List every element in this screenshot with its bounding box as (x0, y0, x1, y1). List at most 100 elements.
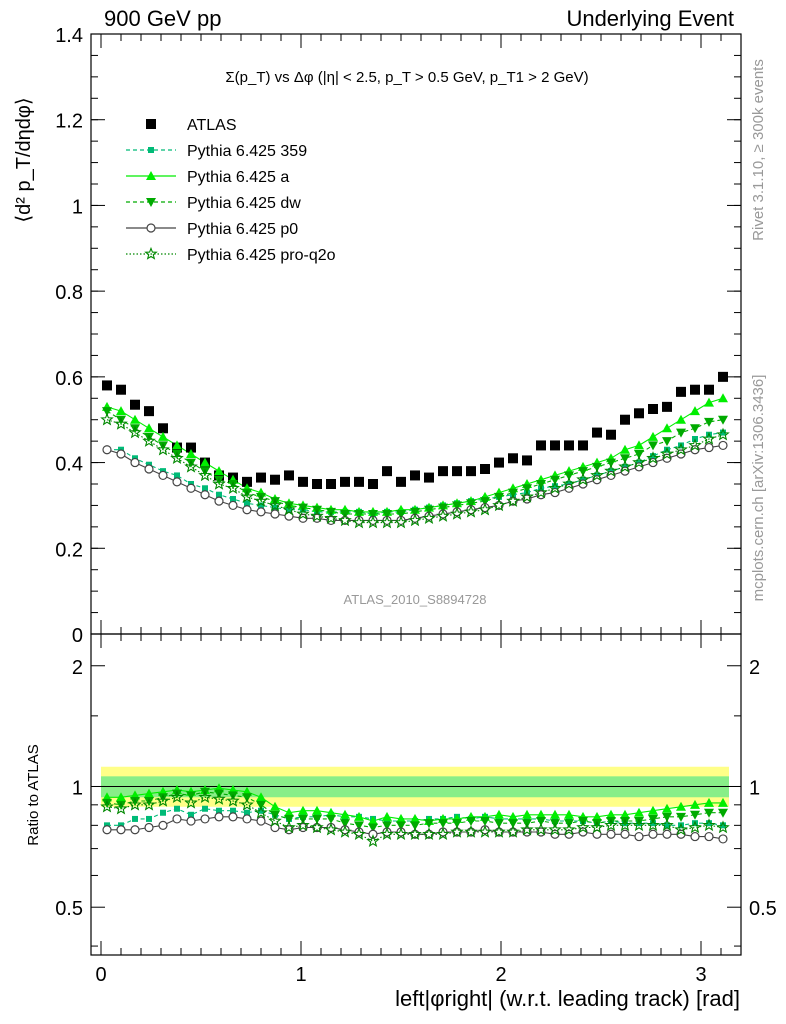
ratio-point-pythia-6-425-359 (384, 818, 390, 825)
ratio-point-pythia-6-425-dw (606, 817, 616, 827)
xtick-label: 1 (295, 964, 306, 986)
point-atlas (690, 384, 700, 395)
ratio-point-pythia-6-425-a (634, 807, 644, 817)
xtick-label: 3 (695, 964, 706, 986)
point-pythia-6-425-pro-q2o (576, 472, 590, 486)
ratio-point-pythia-6-425-359 (244, 809, 250, 816)
ratio-point-pythia-6-425-pro-q2o (352, 827, 366, 841)
point-pythia-6-425-dw (536, 480, 546, 489)
point-atlas (620, 414, 630, 425)
ratio-ytick-label-right: 2 (749, 657, 760, 679)
ratio-point-pythia-6-425-pro-q2o (268, 813, 282, 827)
point-pythia-6-425-dw (662, 437, 672, 447)
ratio-point-pythia-6-425-pro-q2o (506, 824, 520, 838)
ratio-point-pythia-6-425-dw (326, 814, 336, 824)
ratio-point-pythia-6-425-pro-q2o (142, 797, 156, 811)
point-atlas (662, 401, 672, 412)
mcplots-label: mcplots.cern.ch [arXiv:1306.3436] (750, 375, 767, 602)
point-pythia-6-425-pro-q2o (296, 506, 310, 520)
main-ytick-label: 0.6 (55, 368, 83, 390)
main-ytick-label: 1.2 (55, 111, 83, 133)
ratio-point-pythia-6-425-dw (130, 797, 140, 807)
header-left: 900 GeV pp (104, 6, 222, 31)
plot-title: Σ(p_T) vs Δφ (|η| < 2.5, p_T > 0.5 GeV, … (225, 69, 588, 86)
point-atlas (704, 384, 714, 395)
point-pythia-6-425-p0 (662, 453, 672, 463)
ratio-point-pythia-6-425-a (144, 788, 154, 798)
ratio-point-pythia-6-425-p0 (214, 812, 224, 822)
point-pythia-6-425-pro-q2o (128, 425, 142, 439)
plot-frames (90, 33, 742, 956)
ratio-point-pythia-6-425-pro-q2o (646, 818, 660, 832)
legend-marker-pythia-6-425-p0 (146, 223, 156, 233)
point-pythia-6-425-dw (508, 488, 518, 498)
point-atlas (648, 404, 658, 414)
ratio-point-pythia-6-425-dw (634, 817, 644, 827)
ratio-point-pythia-6-425-p0 (578, 827, 588, 837)
ratio-point-pythia-6-425-dw (536, 817, 546, 827)
point-pythia-6-425-dw (550, 475, 560, 485)
ratio-point-pythia-6-425-dw (718, 808, 728, 818)
ratio-point-pythia-6-425-p0 (606, 829, 616, 839)
ratio-point-pythia-6-425-dw (284, 814, 294, 824)
main-ytick-label: 0.8 (55, 282, 83, 304)
point-pythia-6-425-a (676, 414, 686, 424)
point-pythia-6-425-pro-q2o (674, 442, 688, 456)
point-pythia-6-425-pro-q2o (604, 464, 618, 477)
ratio-point-pythia-6-425-pro-q2o (660, 818, 674, 832)
point-atlas (410, 470, 420, 481)
ratio-point-pythia-6-425-a (564, 809, 574, 819)
point-pythia-6-425-dw (116, 415, 126, 425)
ratio-point-pythia-6-425-p0 (200, 814, 210, 824)
ratio-point-pythia-6-425-pro-q2o (226, 793, 240, 807)
point-pythia-6-425-pro-q2o (688, 438, 702, 452)
x-axis-label: left|φright| (w.r.t. leading track) [rad… (395, 986, 740, 1011)
ratio-point-pythia-6-425-p0 (676, 829, 686, 839)
ratio-ytick-label: 0.5 (55, 898, 83, 920)
ratio-point-pythia-6-425-dw (144, 797, 154, 807)
legend-label-pythia-6-425-dw: Pythia 6.425 dw (187, 195, 301, 212)
ratio-point-pythia-6-425-pro-q2o (296, 818, 310, 832)
ratio-ytick-label: 2 (72, 657, 83, 679)
ratio-point-pythia-6-425-a (522, 809, 532, 819)
point-pythia-6-425-p0 (298, 513, 308, 523)
point-pythia-6-425-p0 (578, 479, 588, 489)
point-pythia-6-425-p0 (214, 496, 224, 506)
point-pythia-6-425-359 (216, 491, 222, 498)
point-pythia-6-425-dw (200, 467, 210, 477)
legend-label-pythia-6-425-p0: Pythia 6.425 p0 (187, 221, 298, 238)
ratio-point-pythia-6-425-a (340, 809, 350, 819)
main-ylabel: ⟨d² p_T/dηdφ⟩ (13, 97, 35, 222)
point-atlas (508, 453, 518, 464)
point-atlas (312, 479, 322, 489)
ratio-point-pythia-6-425-a (662, 803, 672, 813)
point-pythia-6-425-pro-q2o (380, 515, 394, 529)
point-pythia-6-425-dw (620, 454, 630, 464)
point-atlas (480, 464, 490, 474)
point-pythia-6-425-p0 (144, 464, 154, 474)
point-pythia-6-425-p0 (550, 487, 560, 498)
legend-marker-atlas (146, 119, 156, 129)
point-atlas (214, 470, 224, 481)
point-pythia-6-425-pro-q2o (408, 513, 422, 527)
ratio-point-pythia-6-425-359 (132, 815, 138, 822)
point-atlas (564, 440, 574, 451)
ratio-point-pythia-6-425-p0 (228, 812, 238, 822)
ratio-point-pythia-6-425-p0 (690, 831, 700, 842)
xtick-label: 2 (495, 964, 506, 986)
point-pythia-6-425-pro-q2o (632, 455, 646, 469)
point-pythia-6-425-dw (438, 503, 448, 513)
ratio-point-pythia-6-425-pro-q2o (114, 801, 128, 815)
ratio-point-pythia-6-425-pro-q2o (184, 795, 198, 809)
point-pythia-6-425-dw (564, 471, 574, 481)
point-pythia-6-425-dw (606, 458, 616, 468)
point-pythia-6-425-dw (410, 507, 420, 517)
point-pythia-6-425-pro-q2o (310, 509, 324, 522)
chart-labels: 0 0.2 0.4 0.6 0.8 1 1.2 1.4 0 1 2 3 0.5 0.5 1 1 2 2 Σ(p_T)… (13, 25, 777, 1011)
point-pythia-6-425-p0 (676, 449, 686, 459)
ratio-point-pythia-6-425-pro-q2o (478, 824, 492, 838)
ratio-point-pythia-6-425-pro-q2o (576, 820, 590, 834)
point-pythia-6-425-dw (522, 484, 532, 494)
point-atlas (382, 466, 392, 477)
